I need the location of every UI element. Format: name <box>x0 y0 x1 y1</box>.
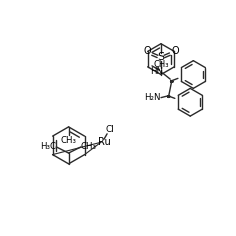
Text: H₂N: H₂N <box>144 93 161 102</box>
Text: CH₃: CH₃ <box>153 60 169 69</box>
Text: CH₃: CH₃ <box>81 142 97 151</box>
Text: S: S <box>157 52 164 62</box>
Text: CH₃: CH₃ <box>61 136 77 145</box>
Text: Cl: Cl <box>106 125 115 134</box>
Text: O: O <box>143 46 151 56</box>
Text: H₃C: H₃C <box>41 142 57 151</box>
Text: HN: HN <box>150 67 163 76</box>
Text: O: O <box>171 46 179 56</box>
Text: Ru: Ru <box>98 137 110 147</box>
